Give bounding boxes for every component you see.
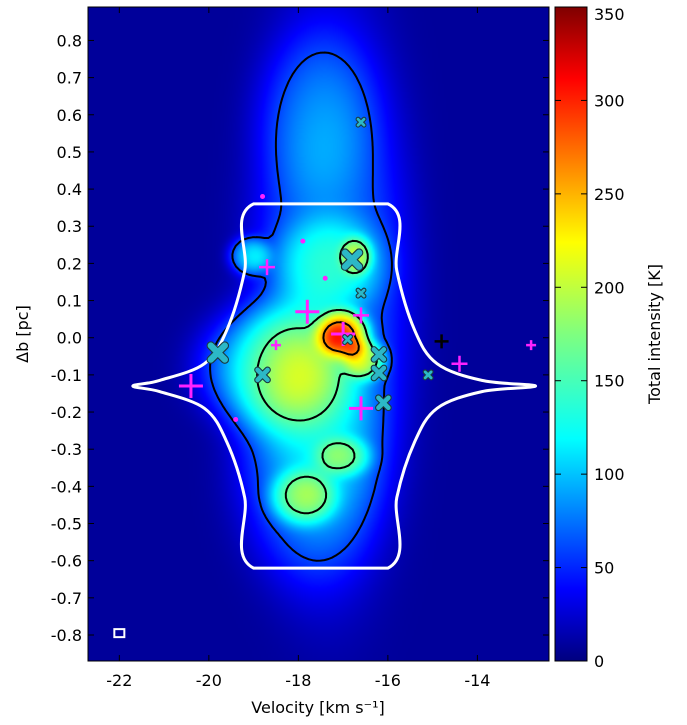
cyan-x-marker <box>375 394 392 412</box>
colorbar-tick-label: 250 <box>594 185 625 204</box>
x-tick-label: -14 <box>464 671 490 690</box>
intensity-heatmap <box>88 7 549 661</box>
y-tick-label: 0.3 <box>57 217 82 236</box>
cyan-x-marker <box>422 369 434 381</box>
cyan-x-marker <box>254 366 271 384</box>
magenta-dot-marker <box>233 416 239 422</box>
y-tick-label: -0.7 <box>51 589 82 608</box>
colorbar-tick-label: 150 <box>594 372 625 391</box>
cyan-x-marker <box>370 364 388 382</box>
marker-layer <box>178 116 537 422</box>
magenta-plus-marker <box>259 259 276 276</box>
y-tick-label: 0.0 <box>57 329 82 348</box>
x-tick-label: -16 <box>375 671 401 690</box>
y-tick-label: -0.8 <box>51 626 82 645</box>
cyan-x-marker-fill <box>371 365 387 381</box>
y-tick-label: -0.4 <box>51 477 82 496</box>
y-tick-label: 0.8 <box>57 31 82 50</box>
colorbar: 0 50 100 150 200 250 300 350 Total intensity [K… <box>554 5 664 671</box>
magenta-plus-marker <box>295 299 320 324</box>
dark-plus-marker <box>434 334 449 349</box>
y-tick-label: 0.2 <box>57 254 82 273</box>
cyan-x-marker <box>370 346 388 363</box>
magenta-plus-marker <box>451 355 468 372</box>
y-tick-label: 0.5 <box>57 143 82 162</box>
contour-layer <box>209 51 393 562</box>
x-tick-label: -22 <box>106 671 132 690</box>
magenta-dot-marker <box>260 194 266 200</box>
colorbar-tick-label: 50 <box>594 559 614 578</box>
y-tick-label: 0.4 <box>57 180 82 199</box>
colorbar-ticks: 0 50 100 150 200 250 300 350 <box>555 5 625 671</box>
magenta-dot-marker <box>322 275 328 281</box>
y-tick-label: -0.6 <box>51 552 82 571</box>
cyan-x-marker <box>355 116 367 128</box>
colorbar-ramp <box>554 6 588 662</box>
y-axis-label: Δb [pc] <box>13 305 32 363</box>
cyan-x-marker-fill <box>423 370 433 380</box>
plot-area <box>87 6 550 662</box>
y-tick-label: -0.3 <box>51 440 82 459</box>
colorbar-label: Total intensity [K] <box>645 264 664 405</box>
cyan-x-marker-fill <box>356 117 366 127</box>
y-tick-label: -0.1 <box>51 366 82 385</box>
cyan-x-marker-fill <box>207 342 228 363</box>
cyan-x-marker <box>206 341 230 364</box>
contour-line <box>256 239 378 515</box>
cyan-x-marker-fill <box>376 395 391 410</box>
x-axis-label: Velocity [km s⁻¹] <box>251 698 384 717</box>
y-tick-label: 0.6 <box>57 106 82 125</box>
magenta-plus-marker <box>526 340 537 351</box>
x-tick-label: -20 <box>196 671 222 690</box>
magenta-plus-marker <box>178 374 203 399</box>
cyan-x-marker-fill <box>356 288 366 298</box>
colorbar-tick-label: 200 <box>594 278 625 297</box>
colorbar-tick-label: 100 <box>594 465 625 484</box>
contour-line <box>209 51 393 562</box>
colorbar-tick-label: 300 <box>594 91 625 110</box>
cyan-x-marker-fill <box>341 249 363 270</box>
y-tick-label: -0.5 <box>51 515 82 534</box>
cyan-x-marker-fill <box>371 347 387 362</box>
y-tick-label: 0.7 <box>57 69 82 88</box>
cyan-x-marker-fill <box>255 367 270 383</box>
colorbar-tick-label: 0 <box>594 652 604 671</box>
magenta-plus-marker <box>270 340 281 351</box>
x-tick-label: -18 <box>285 671 311 690</box>
plot-frame <box>87 6 550 662</box>
cyan-x-marker <box>355 287 367 299</box>
magenta-plus-marker <box>353 307 370 324</box>
y-tick-label: 0.1 <box>57 292 82 311</box>
x-axis: -22 -20 -18 -16 -14 <box>106 7 490 690</box>
model-outline <box>131 202 538 570</box>
beam-box <box>113 628 126 639</box>
cyan-x-marker <box>342 334 354 346</box>
magenta-plus-marker <box>349 396 374 421</box>
y-tick-label: -0.2 <box>51 403 82 422</box>
cyan-x-marker-fill <box>343 335 352 344</box>
colorbar-tick-label: 350 <box>594 5 625 24</box>
cyan-x-marker <box>340 248 364 271</box>
magenta-dot-marker <box>300 238 306 244</box>
y-axis: 0.8 0.7 0.6 0.5 0.4 0.3 0.2 0.1 0.0 -0.1 -0.2 -0.3 -… <box>51 31 549 645</box>
